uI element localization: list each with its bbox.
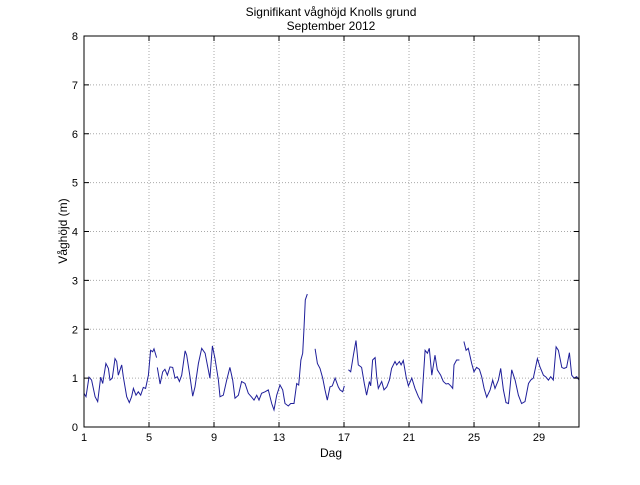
wave-height-line-segment <box>83 347 158 404</box>
chart-subtitle: September 2012 <box>287 19 376 33</box>
y-tick-label: 1 <box>72 373 78 385</box>
x-tick-label: 21 <box>403 432 415 444</box>
y-tick-label: 4 <box>72 227 78 239</box>
y-tick-label: 2 <box>72 324 78 336</box>
y-tick-label: 0 <box>72 422 78 434</box>
wave-height-line-segment <box>348 340 460 405</box>
x-tick-label: 5 <box>146 432 152 444</box>
x-axis-label: Dag <box>320 446 342 460</box>
wave-height-line-segment <box>463 341 580 405</box>
grid-lines <box>84 36 579 427</box>
series-group <box>83 293 580 412</box>
x-tick-label: 1 <box>81 432 87 444</box>
y-tick-label: 3 <box>72 275 78 287</box>
wave-height-line-segment <box>156 293 308 412</box>
x-tick-label: 17 <box>338 432 350 444</box>
x-tick-label: 13 <box>273 432 285 444</box>
x-tick-label: 29 <box>533 432 545 444</box>
y-tick-label: 5 <box>72 178 78 190</box>
y-tick-label: 7 <box>72 80 78 92</box>
y-axis-label: Våghöjd (m) <box>56 198 70 263</box>
wave-height-line-segment <box>314 348 345 401</box>
y-tick-label: 6 <box>72 129 78 141</box>
x-tick-label: 25 <box>468 432 480 444</box>
y-tick-label: 8 <box>72 31 78 43</box>
chart-title: Signifikant våghöjd Knolls grund <box>246 5 417 19</box>
x-tick-label: 9 <box>211 432 217 444</box>
